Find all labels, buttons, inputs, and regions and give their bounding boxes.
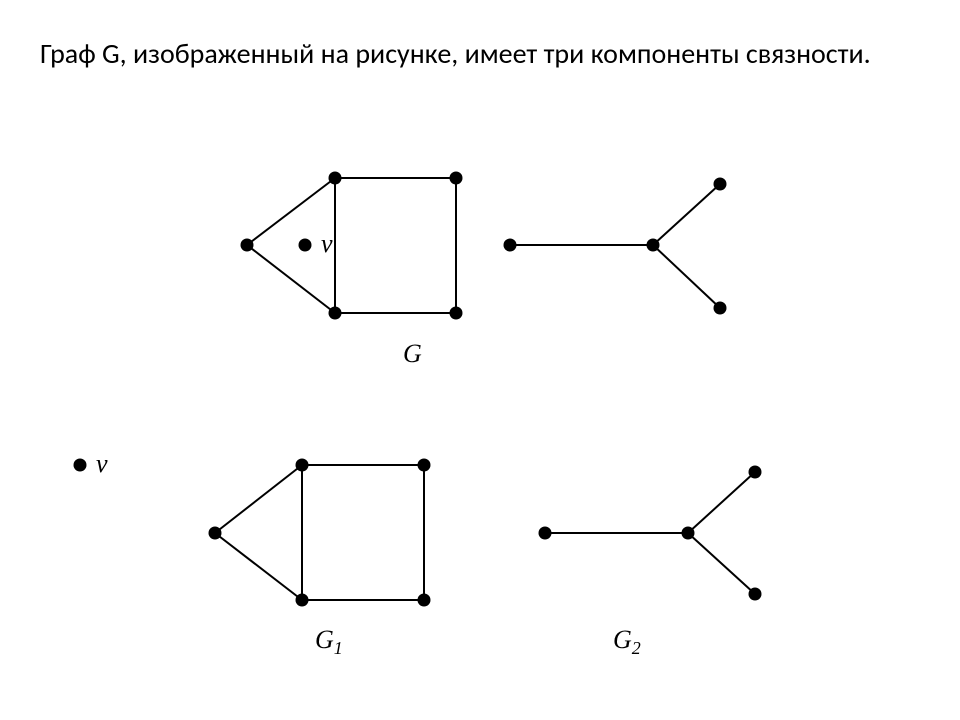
graph-g-node xyxy=(450,172,463,185)
graph-g-node xyxy=(241,239,254,252)
graph-g-v-label: v xyxy=(321,229,333,258)
graph-g-label: G xyxy=(403,339,422,368)
graph-g2-node xyxy=(539,527,552,540)
graph-g-node xyxy=(329,307,342,320)
graph-g1-node xyxy=(418,459,431,472)
graph-g2-edge xyxy=(688,472,755,533)
graph-canvas: Gv G1 v G2 xyxy=(0,0,960,720)
graph-g1-node xyxy=(296,594,309,607)
graph-g-node xyxy=(329,172,342,185)
graph-g1-node xyxy=(296,459,309,472)
graph-g1-node xyxy=(74,459,87,472)
graph-g1-label: G1 xyxy=(315,625,343,658)
graph-g-edge xyxy=(653,184,720,245)
graph-g-edge xyxy=(653,245,720,308)
graph-g2-edge xyxy=(688,533,755,594)
graph-g1-node xyxy=(209,527,222,540)
graph-g1-edge xyxy=(215,533,302,600)
graph-g-node xyxy=(504,239,517,252)
graph-g-node xyxy=(714,178,727,191)
graph-g-node xyxy=(299,239,312,252)
graph-g-node xyxy=(647,239,660,252)
graph-g-node xyxy=(714,302,727,315)
graph-g1-node xyxy=(418,594,431,607)
graph-g2-node xyxy=(682,527,695,540)
graph-g2-node xyxy=(749,588,762,601)
graph-g1-edge xyxy=(215,465,302,533)
graph-g2-label: G2 xyxy=(613,625,641,658)
graph-g2-node xyxy=(749,466,762,479)
graph-g-node xyxy=(450,307,463,320)
graph-g1-v-label: v xyxy=(96,449,108,478)
